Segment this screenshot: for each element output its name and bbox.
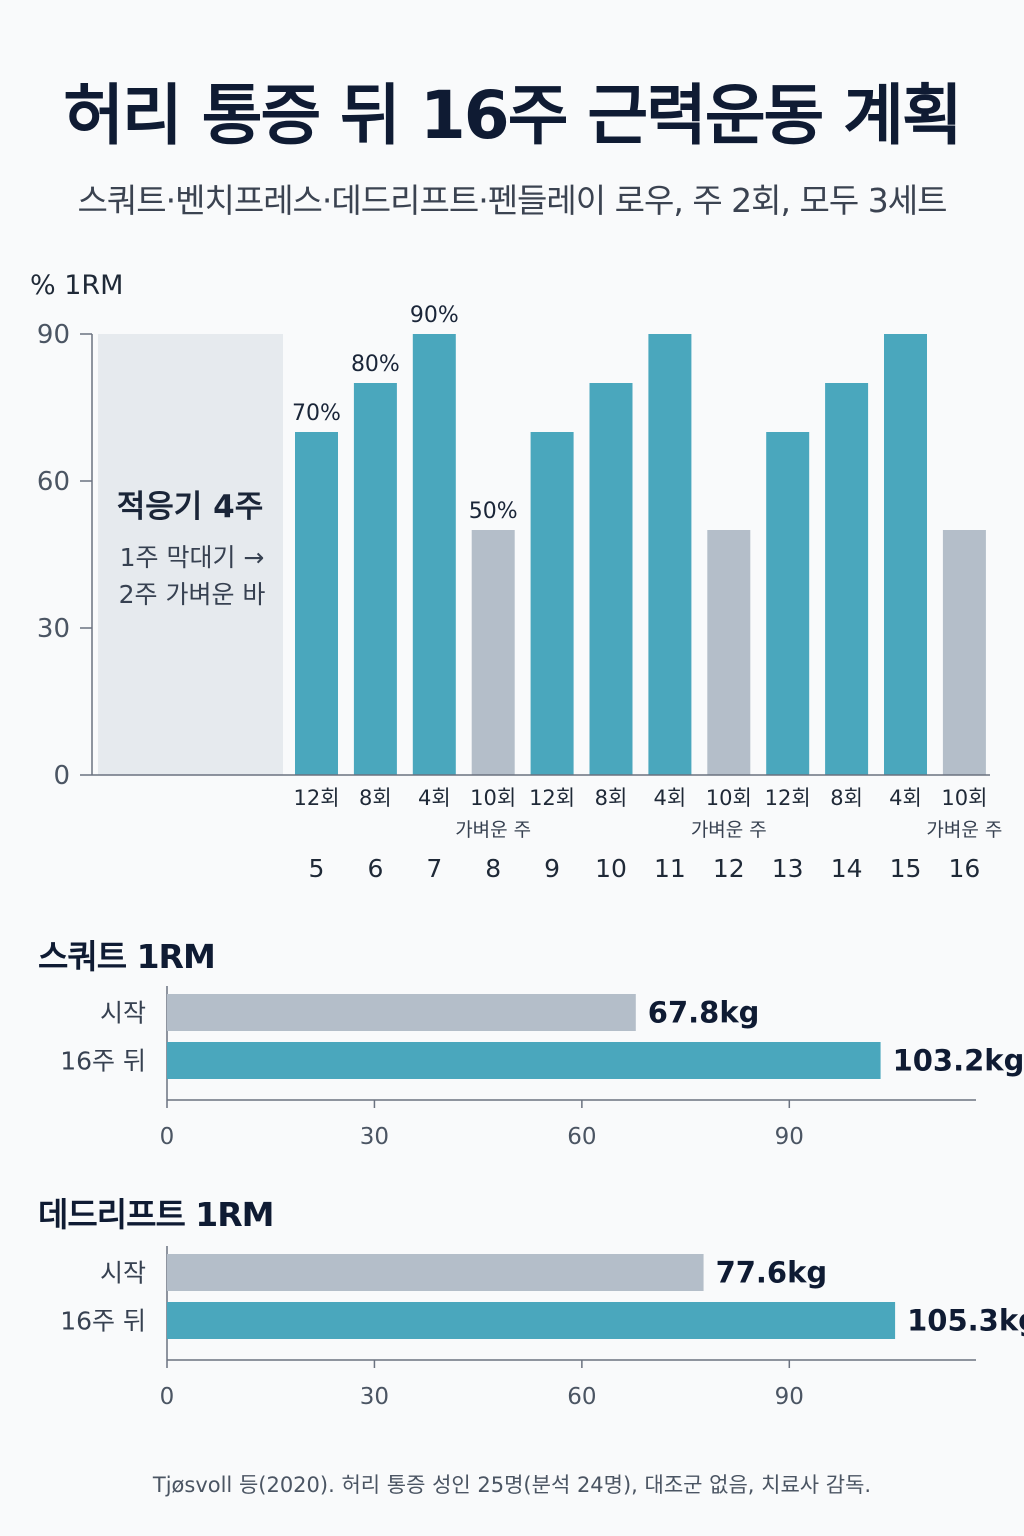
squat-x-tick-label: 30	[360, 1124, 389, 1150]
week-label: 6	[367, 854, 383, 883]
adaptation-title: 적응기 4주	[117, 489, 263, 525]
week-label: 9	[544, 854, 560, 883]
chart-subtitle: 스쿼트·벤치프레스·데드리프트·펜들레이 로우, 주 2회, 모두 3세트	[77, 181, 948, 220]
squat-section-title: 스쿼트 1RM	[38, 937, 216, 976]
reps-label: 12회	[765, 786, 811, 810]
week-label: 7	[426, 854, 442, 883]
y-tick-label: 60	[37, 467, 70, 497]
adaptation-band	[98, 334, 283, 775]
bar-week-6	[353, 383, 397, 775]
week-label: 12	[713, 854, 745, 883]
intensity-bar-chart: % 1RM 0 30 60 90 적응기 4주 1주 막대기 → 2주 가벼운 바 70% 12회…	[30, 270, 1002, 883]
bar-week-14	[825, 383, 869, 775]
y-tick-label: 0	[53, 761, 70, 791]
light-week-label: 가벼운 주	[455, 819, 531, 841]
reps-label: 4회	[654, 786, 687, 810]
bar-week-9	[530, 432, 574, 775]
bar-week-16	[942, 530, 986, 775]
week-label: 15	[890, 854, 922, 883]
squat-x-tick-label: 60	[567, 1124, 596, 1150]
squat-1rm-chart: 시작 67.8kg 16주 뒤 103.2kg 0 30 60 90	[60, 986, 1024, 1150]
y-tick-label: 30	[37, 614, 70, 644]
bar-week-12	[707, 530, 751, 775]
week-label: 5	[309, 854, 325, 883]
squat-value-label: 103.2kg	[893, 1044, 1024, 1078]
deadlift-category-label: 시작	[100, 1259, 146, 1288]
source-footnote: Tjøsvoll 등(2020). 허리 통증 성인 25명(분석 24명), …	[152, 1473, 872, 1497]
week-label: 11	[654, 854, 686, 883]
reps-label: 8회	[830, 786, 863, 810]
squat-section: 스쿼트 1RM 시작 67.8kg 16주 뒤 103.2kg 0 30 60 90	[0, 920, 1024, 1160]
bar-week-11	[648, 334, 692, 775]
deadlift-x-tick-label: 0	[160, 1384, 175, 1410]
bar-value-label: 90%	[410, 303, 459, 328]
bar-week-15	[884, 334, 927, 775]
reps-label: 8회	[595, 786, 628, 810]
light-week-label: 가벼운 주	[691, 819, 767, 841]
chart-title: 허리 통증 뒤 16주 근력운동 계획	[63, 77, 962, 154]
deadlift-value-label: 105.3kg	[907, 1304, 1024, 1338]
week-label: 13	[772, 854, 804, 883]
deadlift-x-tick-label: 60	[567, 1384, 596, 1410]
deadlift-category-label: 16주 뒤	[60, 1307, 146, 1336]
reps-label: 12회	[293, 786, 339, 810]
bar-week-5	[295, 432, 338, 775]
deadlift-x-tick-label: 30	[360, 1384, 389, 1410]
reps-label: 12회	[529, 786, 575, 810]
week-label: 8	[485, 854, 501, 883]
squat-x-tick-label: 0	[160, 1124, 175, 1150]
bar-week-7	[412, 334, 456, 775]
squat-category-label: 시작	[100, 999, 146, 1028]
squat-value-label: 67.8kg	[648, 996, 760, 1030]
bar-value-label: 50%	[469, 499, 518, 524]
deadlift-1rm-chart: 시작 77.6kg 16주 뒤 105.3kg 0 30 60 90	[60, 1246, 1024, 1410]
reps-label: 4회	[418, 786, 451, 810]
deadlift-value-label: 77.6kg	[716, 1256, 828, 1290]
squat-bar-after	[167, 1042, 881, 1079]
deadlift-bar-after	[167, 1302, 896, 1339]
reps-label: 4회	[889, 786, 922, 810]
reps-label: 10회	[706, 786, 752, 810]
y-axis-label: % 1RM	[30, 270, 123, 301]
bar-week-8	[471, 530, 515, 775]
reps-label: 8회	[359, 786, 392, 810]
reps-label: 10회	[941, 786, 987, 810]
deadlift-section: 데드리프트 1RM 시작 77.6kg 16주 뒤 105.3kg 0 30 60 90	[0, 1180, 1024, 1420]
adaptation-note: 1주 막대기 →	[120, 543, 265, 572]
bar-week-13	[766, 432, 810, 775]
y-tick-label: 90	[37, 320, 70, 350]
deadlift-bar-start	[167, 1254, 704, 1291]
week-label: 10	[595, 854, 627, 883]
light-week-label: 가벼운 주	[926, 819, 1002, 841]
squat-x-tick-label: 90	[775, 1124, 804, 1150]
week-label: 14	[831, 854, 863, 883]
reps-label: 10회	[470, 786, 516, 810]
bar-week-10	[589, 383, 633, 775]
squat-category-label: 16주 뒤	[60, 1047, 146, 1076]
squat-bar-start	[167, 994, 636, 1031]
deadlift-x-tick-label: 90	[775, 1384, 804, 1410]
week-label: 16	[948, 854, 980, 883]
adaptation-note: 2주 가벼운 바	[119, 580, 266, 609]
bar-value-label: 80%	[351, 352, 400, 377]
bar-value-label: 70%	[292, 401, 341, 426]
deadlift-section-title: 데드리프트 1RM	[38, 1195, 274, 1234]
